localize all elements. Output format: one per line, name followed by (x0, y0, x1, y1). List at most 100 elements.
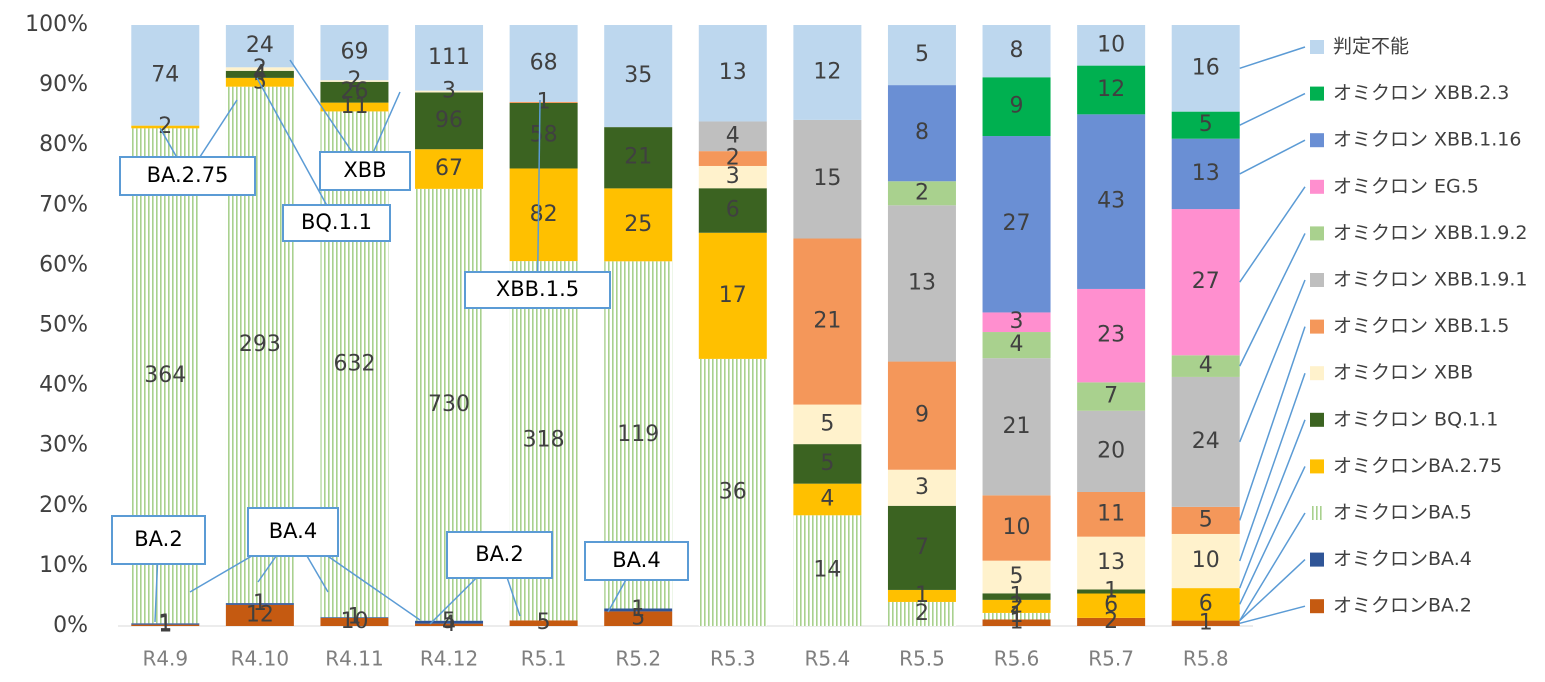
callout-line (256, 77, 338, 224)
x-tick-label: R5.4 (805, 647, 851, 671)
data-label: 3 (726, 164, 740, 189)
callout-label: BA.2 (475, 542, 523, 566)
y-tick-label: 0% (53, 613, 88, 638)
bar-segment (131, 624, 200, 626)
bar-segment (1077, 593, 1146, 618)
bar-segment (982, 495, 1051, 561)
bar-segment (1077, 589, 1146, 594)
bar-segment (415, 623, 484, 626)
data-label: 6 (726, 197, 740, 222)
x-tick-label: R4.12 (420, 647, 478, 671)
bar-segment (698, 165, 767, 189)
bar-segment (320, 81, 389, 103)
data-label: 5 (537, 610, 551, 635)
bar-segment (793, 483, 862, 516)
data-label: 11 (1097, 501, 1125, 526)
x-tick-label: R5.1 (521, 647, 567, 671)
callout-box (319, 151, 411, 191)
data-label: 1 (253, 591, 267, 616)
data-label: 5 (442, 609, 456, 634)
data-label: 5 (1010, 564, 1024, 589)
data-label: 10 (1192, 548, 1220, 573)
bar-segment (1077, 491, 1146, 537)
x-tick-label: R5.6 (994, 647, 1040, 671)
data-label: 4 (1010, 332, 1024, 357)
bar-segment (415, 149, 484, 189)
bar-segment (887, 601, 956, 626)
callout-box (119, 156, 256, 196)
bar-segment (1171, 138, 1240, 210)
y-tick-label: 20% (39, 493, 88, 518)
legend-label: オミクロン XBB.1.9.1 (1333, 269, 1528, 291)
x-tick-label: R4.9 (142, 647, 188, 671)
data-label: 12 (813, 59, 841, 84)
bar-segment (225, 70, 294, 78)
data-label: 1 (1010, 610, 1024, 635)
y-tick-label: 90% (39, 72, 88, 97)
bar-segment (604, 25, 673, 128)
bar-segment (982, 358, 1051, 496)
data-label: 7 (915, 535, 929, 560)
data-label: 13 (1097, 550, 1125, 575)
data-label: 82 (530, 202, 558, 227)
data-label: 3 (1010, 309, 1024, 334)
callout-box (111, 515, 206, 565)
data-label: 111 (428, 45, 470, 70)
x-tick-label: R4.11 (325, 647, 383, 671)
bar-segment (793, 515, 862, 626)
callout-label: XBB (343, 158, 386, 182)
legend-swatch (1310, 273, 1324, 287)
legend-label: オミクロンBA.4 (1333, 548, 1472, 570)
data-label: 1 (1104, 578, 1118, 603)
data-label: 43 (1097, 189, 1125, 214)
bar-segment (1077, 536, 1146, 590)
data-label: 2 (915, 601, 929, 626)
bar-segment (225, 25, 294, 68)
callout-label: BA.2 (134, 527, 182, 551)
bar-segment (982, 77, 1051, 137)
bar-segment (509, 620, 578, 626)
bar-segment (698, 151, 767, 166)
data-label: 67 (435, 156, 463, 181)
bar-segment (1171, 588, 1240, 621)
data-label: 27 (1003, 211, 1031, 236)
bar-segment (982, 332, 1051, 359)
bar-segment (604, 188, 673, 262)
legend-swatch (1310, 599, 1324, 614)
data-label: 2 (347, 68, 361, 93)
bar-segment (982, 619, 1051, 626)
bar-segment (604, 608, 673, 612)
y-tick-label: 60% (39, 252, 88, 277)
legend-swatch (1310, 86, 1324, 101)
callout-box (282, 204, 391, 242)
callout-box (584, 541, 689, 581)
bar-segment (698, 232, 767, 359)
data-label: 69 (340, 40, 368, 65)
y-tick-label: 50% (39, 313, 88, 338)
bar-segment (1171, 209, 1240, 356)
bar-segment (1171, 620, 1240, 626)
x-tick-label: R5.2 (615, 647, 661, 671)
callout-label: BA.4 (269, 519, 317, 543)
legend-leader (1239, 92, 1306, 126)
data-label: 2 (915, 180, 929, 205)
data-label: 9 (915, 403, 929, 428)
bar-segment (887, 205, 956, 362)
data-label: 5 (820, 411, 834, 436)
bar-segment (698, 25, 767, 122)
y-tick-label: 100% (25, 12, 88, 37)
x-tick-label: R5.3 (710, 647, 756, 671)
data-label: 4 (442, 612, 456, 637)
bar-segment (887, 25, 956, 86)
y-tick-label: 80% (39, 132, 88, 157)
bar-segment (1077, 382, 1146, 411)
legend-label: オミクロンBA.5 (1333, 502, 1472, 524)
bar-segment (982, 593, 1051, 600)
legend-leader (1238, 372, 1306, 562)
data-label: 58 (530, 123, 558, 148)
y-tick-label: 40% (39, 373, 88, 398)
bar-segment (1171, 533, 1240, 589)
data-label: 6 (1199, 591, 1213, 616)
bar-segment (982, 312, 1051, 333)
bar-segment (415, 620, 484, 624)
